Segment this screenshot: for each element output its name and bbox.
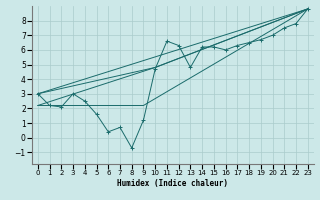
- X-axis label: Humidex (Indice chaleur): Humidex (Indice chaleur): [117, 179, 228, 188]
